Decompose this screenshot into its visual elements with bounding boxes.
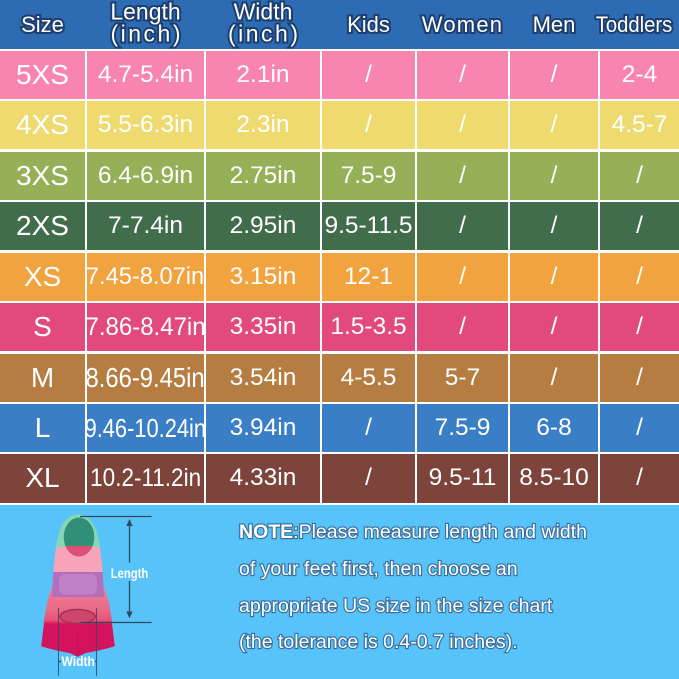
svg-text:Length: Length (111, 565, 149, 581)
svg-text:Width: Width (61, 654, 95, 669)
